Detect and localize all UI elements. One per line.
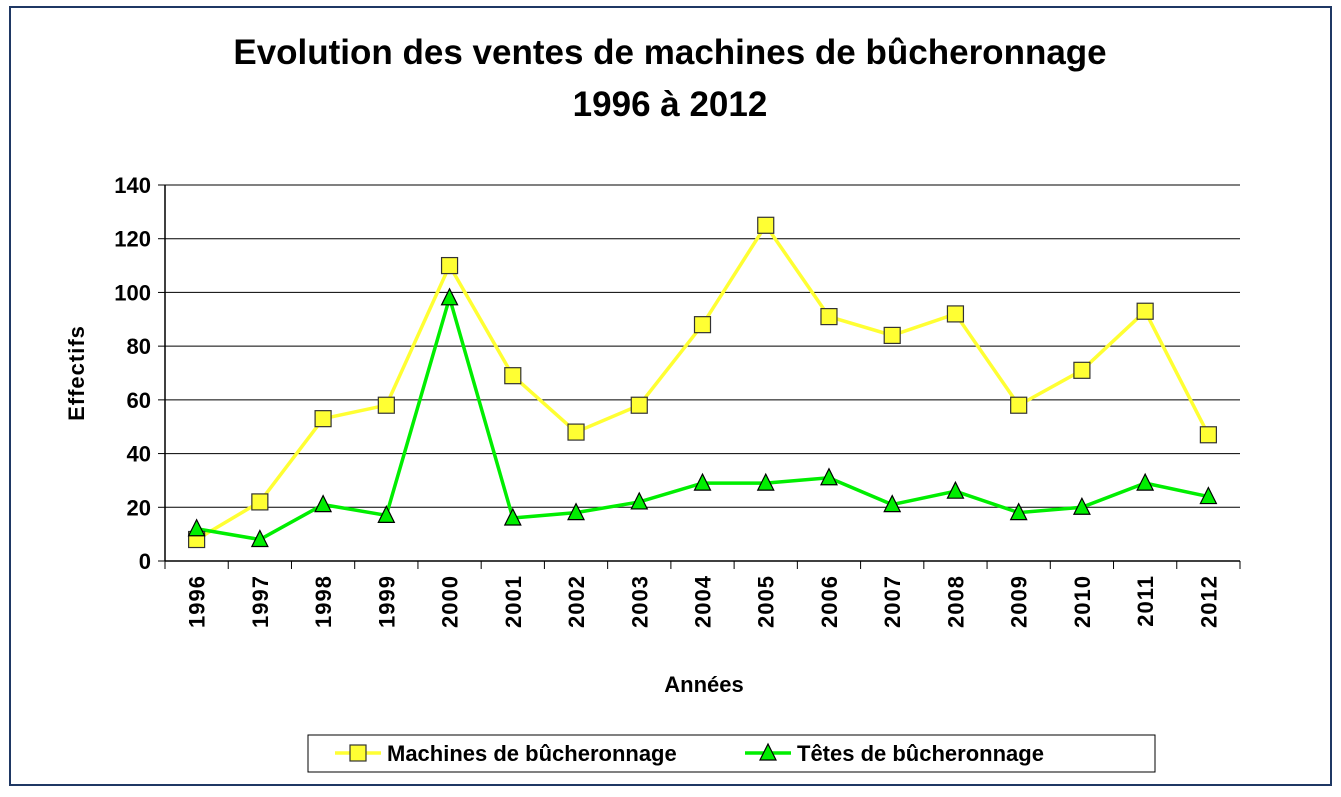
y-tick-label: 100 [114,280,151,305]
data-point [314,410,332,428]
data-point [820,308,838,326]
data-point [883,494,902,513]
y-tick-label: 140 [114,173,151,198]
data-point [250,529,269,548]
y-axis-label: Effectifs [64,325,89,421]
x-tick-label: 1996 [185,575,210,628]
y-tick-label: 120 [114,227,151,252]
data-point [693,472,712,491]
data-point [314,494,333,513]
x-tick-label: 2012 [1196,575,1221,628]
legend-label: Têtes de bûcheronnage [797,741,1044,766]
data-point [567,423,585,441]
data-point [757,216,775,234]
data-point [1136,472,1155,491]
x-tick-label: 2004 [691,575,716,628]
data-point [504,367,522,385]
y-tick-label: 80 [127,334,151,359]
data-point [251,493,269,511]
data-point [819,467,838,486]
data-point [1136,302,1154,320]
data-point [440,256,459,275]
data-point [1199,486,1218,505]
y-tick-label: 40 [127,442,151,467]
data-point [756,472,775,491]
x-tick-label: 2011 [1133,575,1158,627]
data-point [187,518,206,537]
data-point [693,316,712,334]
legend-label: Machines de bûcheronnage [387,741,677,766]
x-tick-label: 2006 [817,575,842,628]
data-point [946,480,965,499]
x-tick-label: 2000 [438,575,463,628]
legend [307,734,1156,773]
chart-title: 1996 à 2012 [573,85,768,124]
x-tick-label: 2009 [1007,575,1032,628]
chart-title: Evolution des ventes de machines de bûch… [233,33,1106,72]
x-tick-label: 2002 [564,575,589,628]
x-tick-label: 2001 [501,575,526,628]
legend-marker [759,742,777,761]
x-tick-label: 2010 [1070,575,1095,628]
x-tick-label: 1999 [374,575,399,628]
data-point [946,305,965,323]
data-point [1073,361,1091,379]
data-point [630,396,648,414]
data-point [377,505,396,523]
x-tick-label: 1997 [248,575,273,628]
data-point [440,287,459,306]
data-point [1009,502,1028,521]
data-point [1072,496,1091,515]
x-axis-label: Années [664,672,743,697]
x-tick-label: 2008 [943,575,968,628]
x-tick-label: 2007 [880,575,905,628]
data-point [630,491,649,510]
x-tick-label: 2003 [627,575,652,628]
data-point [1199,426,1217,444]
data-point [1010,396,1028,414]
data-point [883,326,901,344]
x-tick-label: 1998 [311,575,336,628]
y-tick-label: 20 [127,495,151,520]
chart-frame [9,6,1332,786]
y-tick-label: 0 [139,549,151,574]
legend-marker [349,744,367,762]
data-point [377,396,395,414]
data-point [567,502,586,521]
y-tick-label: 60 [127,388,151,413]
data-point [503,507,522,526]
x-tick-label: 2005 [754,575,779,628]
